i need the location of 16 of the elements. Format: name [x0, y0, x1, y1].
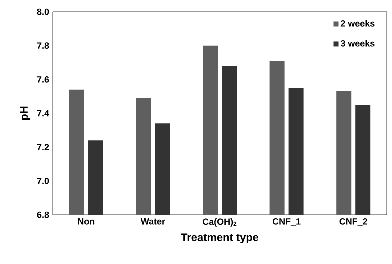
y-tick-label: 7.6 [37, 76, 50, 83]
y-axis-title: pH [20, 106, 30, 120]
y-tick-label: 6.8 [37, 212, 50, 218]
y-tick-label: 7.8 [37, 42, 50, 50]
y-tick-label: 7.4 [37, 110, 50, 117]
x-tick-label: Water [140, 218, 166, 225]
x-tick-label: Non [78, 218, 95, 225]
y-tick-label: 7.0 [37, 178, 50, 184]
x-axis-title: Treatment type [181, 234, 259, 244]
legend-label: 3 weeks [340, 40, 375, 47]
x-tick-label: CNF_2 [340, 218, 368, 226]
y-tick-label: 7.2 [37, 144, 50, 150]
x-tick-label: Ca(OH)$_{2}$ [203, 218, 237, 227]
y-tick-label: 8.0 [37, 8, 50, 16]
legend-label: 2 weeks [341, 20, 375, 27]
x-tick-label: CNF_1 [272, 218, 301, 226]
